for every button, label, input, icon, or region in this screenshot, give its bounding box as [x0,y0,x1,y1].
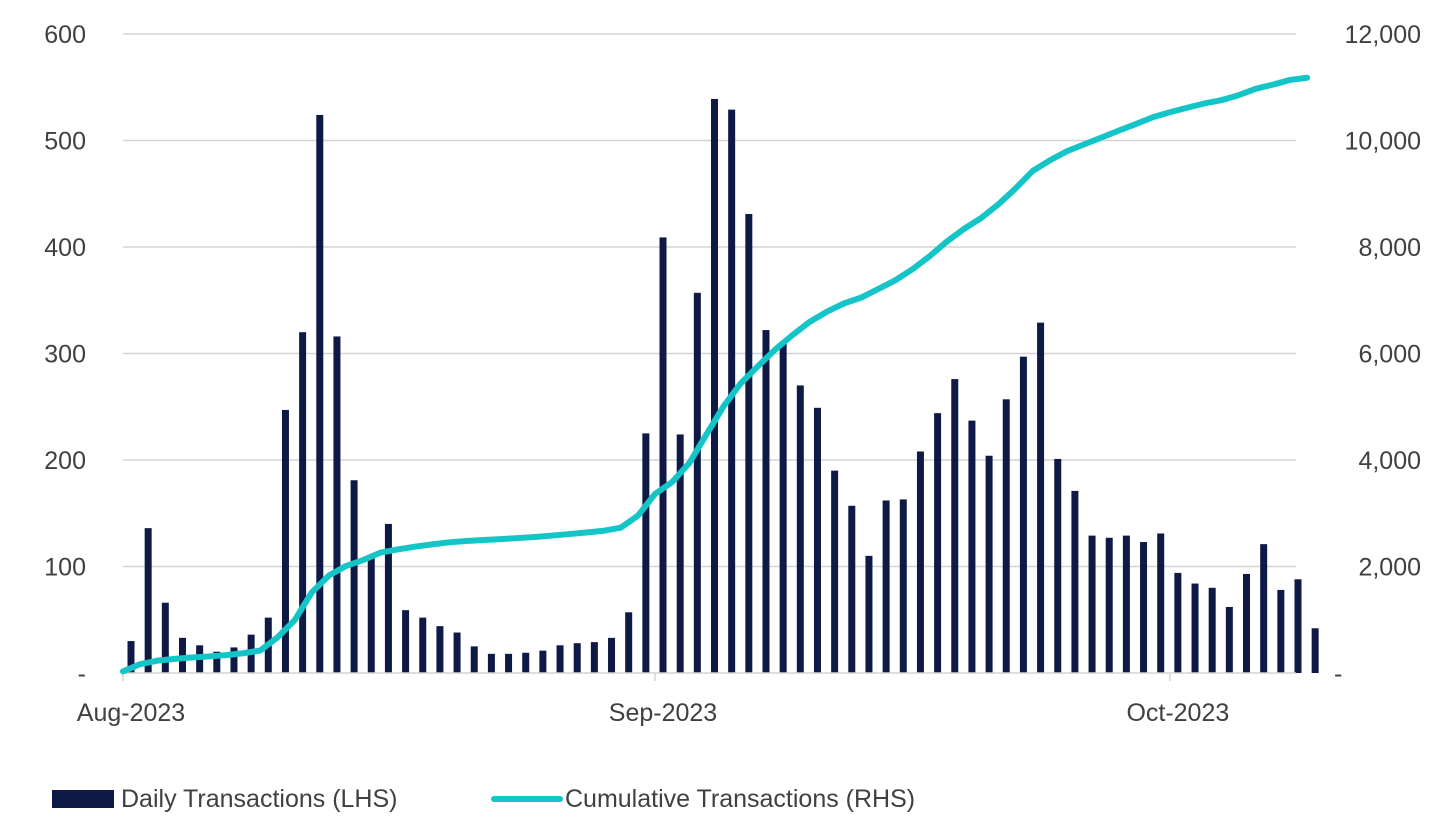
bar-day-69 [1294,579,1302,673]
left-tick-label-6: 600 [44,21,86,49]
bar-day-50 [968,420,976,673]
left-tick-label-4: 400 [44,234,86,262]
bar-day-1 [127,641,135,673]
bar-day-31 [642,433,650,674]
bar-day-11 [299,332,307,673]
left-tick-label-1: 100 [44,554,86,582]
bar-day-10 [281,409,289,673]
bar-day-12 [316,114,324,673]
bar-day-63 [1191,583,1199,673]
bar-day-46 [899,499,907,673]
bar-day-26 [556,645,564,673]
left-axis-labels: - 100 200 300 400 500 600 [44,21,86,688]
bar-day-57 [1088,535,1096,673]
bar-day-39 [779,343,787,673]
bar-day-32 [659,237,667,674]
legend-swatch-daily [52,790,114,808]
legend: Daily Transactions (LHS) Cumulative Tran… [52,785,915,813]
bar-day-60 [1140,542,1148,673]
bar-day-3 [161,602,169,673]
x-tick-label-1: Sep-2023 [609,699,717,727]
x-axis-ticks [122,673,1171,681]
bar-day-14 [350,480,358,673]
left-tick-label-5: 500 [44,128,86,156]
x-tick-label-2: Oct-2023 [1126,699,1229,727]
bar-day-52 [1002,399,1010,673]
bar-day-55 [1054,458,1062,673]
bar-day-19 [436,626,444,673]
right-tick-label-0: - [1334,660,1342,688]
bar-day-37 [745,213,753,674]
bar-day-22 [487,653,495,673]
bar-day-27 [573,643,581,673]
bar-day-64 [1208,587,1216,673]
bar-day-51 [985,455,993,673]
bar-day-24 [522,652,530,673]
bar-day-25 [539,650,547,673]
bar-day-66 [1243,573,1251,673]
right-tick-label-6: 12,000 [1345,21,1421,49]
x-tick-label-0: Aug-2023 [77,699,185,727]
bar-day-13 [333,336,341,673]
bar-day-16 [384,523,392,673]
bar-day-2 [144,528,152,673]
bar-day-67 [1260,544,1268,673]
cumulative-line [120,74,1311,675]
bar-day-6 [213,651,221,673]
bar-day-53 [1019,356,1027,673]
right-axis-labels: - 2,000 4,000 6,000 8,000 10,000 12,000 [1334,21,1421,688]
bar-day-45 [882,500,890,673]
bar-day-38 [762,330,770,673]
gridlines [123,33,1296,568]
bar-day-42 [831,470,839,673]
bar-day-18 [419,617,427,673]
bar-day-20 [453,632,461,673]
left-tick-label-0: - [78,660,86,688]
bar-day-29 [608,637,616,673]
bar-day-17 [402,610,410,673]
bar-day-48 [934,413,942,673]
bar-day-23 [505,653,513,673]
right-tick-label-3: 6,000 [1358,341,1421,369]
bar-day-30 [625,612,633,673]
bar-day-61 [1157,533,1165,673]
legend-label-daily: Daily Transactions (LHS) [121,785,397,813]
left-tick-label-3: 300 [44,341,86,369]
bar-day-70 [1311,628,1319,673]
bar-day-7 [230,647,238,673]
bar-day-58 [1105,537,1113,673]
right-tick-label-5: 10,000 [1345,128,1421,156]
bar-day-47 [916,451,924,673]
daily-bars [127,98,1319,674]
left-tick-label-2: 200 [44,447,86,475]
bar-day-41 [813,407,821,673]
bar-day-40 [796,385,804,673]
right-tick-label-1: 2,000 [1358,554,1421,582]
bar-day-28 [590,642,598,673]
bar-day-21 [470,646,478,674]
bar-day-35 [711,98,718,674]
right-tick-label-2: 4,000 [1358,447,1421,475]
bar-day-62 [1174,572,1182,673]
right-tick-label-4: 8,000 [1358,234,1421,262]
bar-day-34 [693,292,701,673]
bar-day-56 [1071,490,1079,673]
legend-label-cumulative: Cumulative Transactions (RHS) [565,785,915,813]
bar-day-68 [1277,589,1285,673]
bar-day-59 [1122,535,1130,673]
bar-day-44 [865,555,873,673]
bar-day-49 [951,379,959,673]
bar-day-33 [676,434,684,673]
x-axis-labels: Aug-2023 Sep-2023 Oct-2023 [77,699,1230,727]
bar-day-65 [1225,606,1233,673]
bar-day-43 [848,505,856,673]
bar-day-15 [367,555,375,673]
bar-day-54 [1037,322,1045,673]
